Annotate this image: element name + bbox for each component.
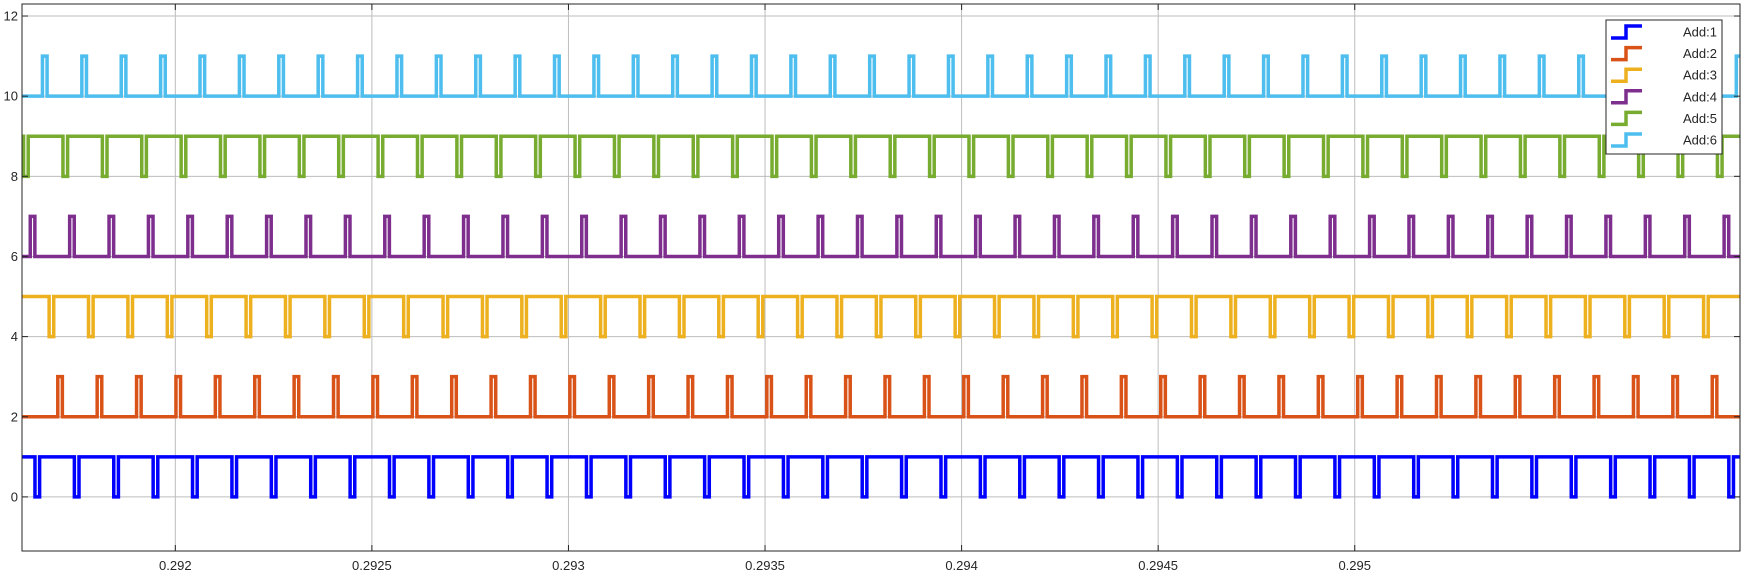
legend-swatch — [1611, 110, 1642, 127]
legend-box — [1605, 19, 1723, 155]
x-tick-label: 0.294 — [945, 558, 978, 573]
legend-swatch — [1611, 89, 1642, 105]
legend-label: Add:5 — [1683, 111, 1717, 126]
legend-label: Add:6 — [1683, 133, 1717, 148]
series-line-add-6 — [22, 54, 1740, 98]
y-tick-label: 4 — [11, 329, 18, 344]
series-line-add-1 — [22, 455, 1740, 499]
legend[interactable]: Add:1 Add:2 Add:3 Add:4 Add:5 Add:6 — [1605, 19, 1723, 155]
x-tick-label: 0.2945 — [1138, 558, 1178, 573]
series-line-add-2 — [22, 374, 1740, 419]
x-tick-label: 0.2935 — [745, 558, 785, 573]
y-tick-label: 2 — [11, 409, 18, 424]
legend-swatch — [1611, 132, 1642, 148]
legend-label: Add:1 — [1683, 25, 1717, 40]
legend-swatch — [1611, 67, 1642, 83]
legend-swatch — [1611, 45, 1642, 62]
x-tick-label: 0.2925 — [352, 558, 392, 573]
series-line-add-3 — [22, 294, 1740, 339]
ticks: 0.292 0.2925 0.293 0.2935 0.294 0.2945 0.295 0 2… — [4, 4, 1740, 573]
y-tick-label: 0 — [11, 489, 18, 504]
legend-label: Add:4 — [1683, 89, 1717, 104]
y-tick-label: 10 — [4, 89, 18, 104]
y-tick-label: 12 — [4, 9, 18, 24]
series-line-add-4 — [22, 214, 1740, 259]
x-tick-label: 0.293 — [552, 558, 585, 573]
y-tick-label: 6 — [11, 249, 18, 264]
x-tick-label: 0.292 — [159, 558, 192, 573]
axes-box — [21, 3, 1741, 552]
legend-label: Add:3 — [1683, 68, 1717, 83]
x-tick-label: 0.295 — [1338, 558, 1371, 573]
series-group — [21, 54, 1740, 499]
y-tick-label: 8 — [11, 169, 18, 184]
legend-label: Add:2 — [1683, 46, 1717, 61]
series-line-add-5 — [21, 134, 1740, 179]
legend-swatch — [1611, 24, 1642, 40]
